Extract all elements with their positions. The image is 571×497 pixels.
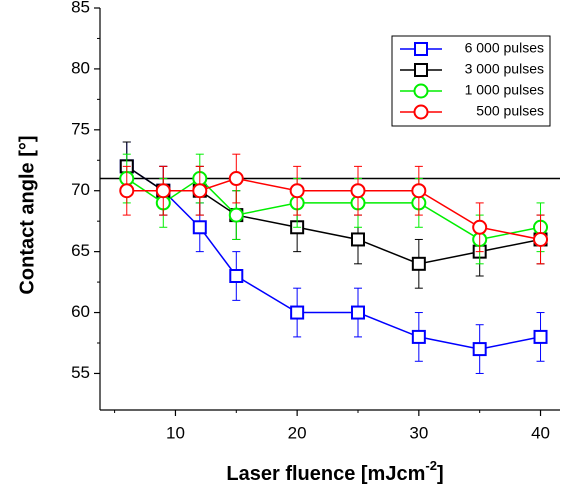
x-tick-label: 10	[166, 423, 185, 442]
marker	[155, 183, 171, 199]
marker	[192, 220, 207, 235]
marker	[192, 183, 208, 199]
y-tick-label: 55	[71, 363, 90, 382]
marker	[228, 207, 244, 223]
x-tick-label: 20	[288, 423, 307, 442]
y-axis-label: Contact angle [°]	[16, 135, 38, 294]
y-tick-label: 70	[71, 180, 90, 199]
x-axis-label: Laser fluence [mJcm-2]	[226, 458, 443, 485]
marker	[414, 63, 428, 77]
marker	[290, 305, 305, 320]
marker	[472, 219, 488, 235]
y-tick-label: 85	[71, 0, 90, 16]
marker	[411, 329, 426, 344]
marker	[350, 232, 365, 247]
x-label-sup: -2	[425, 458, 437, 473]
legend-label: 1 000 pulses	[465, 82, 544, 98]
marker	[472, 342, 487, 357]
legend-label: 3 000 pulses	[465, 61, 544, 77]
x-label-text: Laser fluence [mJcm	[226, 463, 425, 485]
marker	[533, 329, 548, 344]
marker	[533, 231, 549, 247]
marker	[413, 83, 429, 99]
x-tick-label: 40	[531, 423, 550, 442]
marker	[350, 305, 365, 320]
x-label-end: ]	[437, 463, 444, 485]
marker	[413, 104, 429, 120]
marker	[411, 256, 426, 271]
marker	[119, 183, 135, 199]
y-tick-label: 80	[71, 58, 90, 77]
y-tick-label: 75	[71, 119, 90, 138]
x-tick-label: 30	[409, 423, 428, 442]
legend-label: 6 000 pulses	[465, 40, 544, 56]
marker	[414, 42, 428, 56]
y-tick-label: 65	[71, 241, 90, 260]
marker	[289, 183, 305, 199]
marker	[350, 183, 366, 199]
marker	[411, 183, 427, 199]
marker	[229, 269, 244, 283]
marker	[228, 171, 244, 187]
legend-label: 500 pulses	[476, 103, 544, 119]
y-tick-label: 60	[71, 302, 90, 321]
